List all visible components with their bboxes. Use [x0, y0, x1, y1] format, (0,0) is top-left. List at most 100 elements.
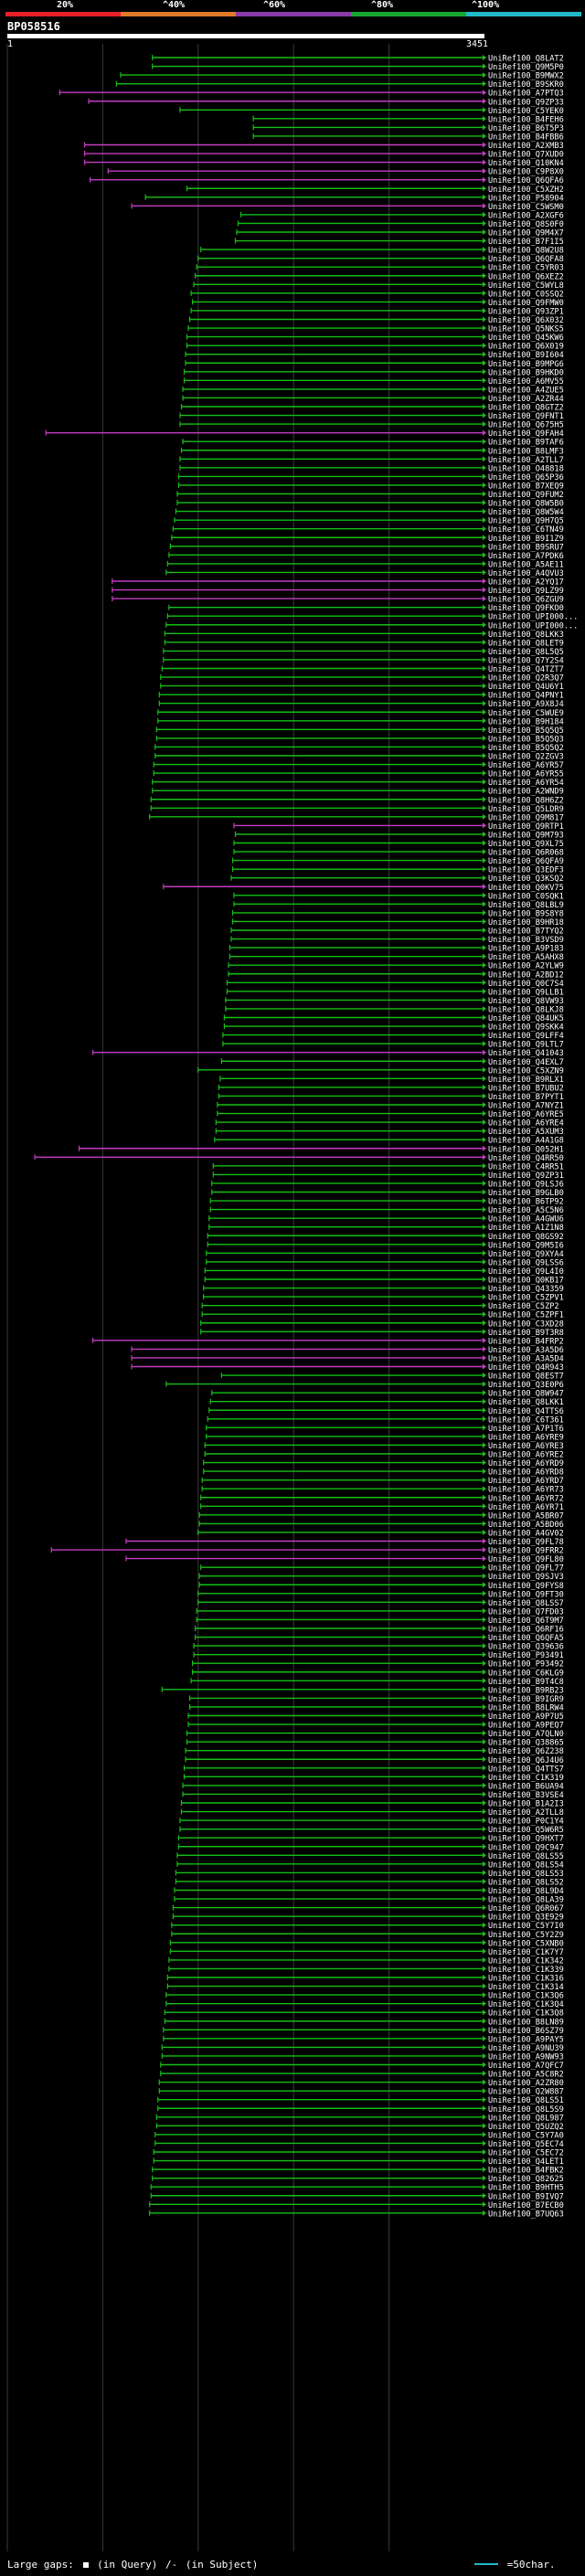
hit-end-arrow — [483, 1948, 486, 1955]
hit-label: UniRef100_Q9M5P0 — [488, 63, 564, 72]
hit-end-arrow — [483, 1651, 486, 1658]
hit-end-arrow — [483, 1329, 486, 1335]
hit-label: UniRef100_O48818 — [488, 464, 564, 473]
hit-label: UniRef100_B3VSD9 — [488, 936, 564, 945]
hit-label: UniRef100_A2ZR44 — [488, 395, 564, 404]
hit-label: UniRef100_Q5EC74 — [488, 2140, 564, 2149]
hit-end-arrow — [483, 2027, 486, 2033]
legend-subject-gap-icon: /- — [165, 2559, 178, 2571]
hit-end-arrow — [483, 1049, 486, 1055]
hit-end-arrow — [483, 2131, 486, 2137]
hit-end-arrow — [483, 2192, 486, 2199]
hit-end-arrow — [483, 1390, 486, 1396]
hit-end-arrow — [483, 1782, 486, 1788]
hit-end-arrow — [483, 2096, 486, 2103]
hit-end-arrow — [483, 1171, 486, 1178]
hit-end-arrow — [483, 1407, 486, 1414]
hit-end-arrow — [483, 1415, 486, 1422]
hit-label: UniRef100_B6UA94 — [488, 1782, 564, 1791]
hit-label: UniRef100_Q9FYS8 — [488, 1582, 564, 1591]
hit-end-arrow — [483, 726, 486, 733]
hit-end-arrow — [483, 1983, 486, 1989]
hit-label: UniRef100_C5WYL8 — [488, 281, 564, 291]
hit-label: UniRef100_Q9FL78 — [488, 1538, 564, 1547]
hit-label: UniRef100_Q9FL77 — [488, 1564, 564, 1574]
hit-end-arrow — [483, 1215, 486, 1222]
legend: Large gaps: (in Query) /- (in Subject) =… — [7, 2559, 579, 2573]
hit-label: UniRef100_A9X8J4 — [488, 700, 564, 709]
legend-scale-line-icon — [473, 2562, 498, 2565]
hit-label: UniRef100_C5ZP2 — [488, 1302, 559, 1311]
hit-end-arrow — [483, 857, 486, 864]
hit-label: UniRef100_Q3E929 — [488, 1913, 564, 1923]
hit-label: UniRef100_B9RB23 — [488, 1686, 564, 1695]
hit-end-arrow — [483, 1162, 486, 1169]
hit-label: UniRef100_Q9LSJ6 — [488, 1180, 564, 1189]
hit-label: UniRef100_B9I1Z9 — [488, 535, 564, 544]
hit-label: UniRef100_B5Q5Q2 — [488, 744, 564, 753]
hit-label: UniRef100_UPI000... — [488, 621, 578, 631]
hit-label: UniRef100_Q5W6R5 — [488, 1826, 564, 1835]
hit-label: UniRef100_A5AE11 — [488, 560, 564, 569]
hit-label: UniRef100_A6YRE9 — [488, 1433, 564, 1442]
hit-label: UniRef100_Q7FD03 — [488, 1607, 564, 1617]
hit-end-arrow — [483, 735, 486, 741]
hit-end-arrow — [483, 717, 486, 724]
hit-end-arrow — [483, 560, 486, 567]
hit-label: UniRef100_P0C1Y4 — [488, 1818, 564, 1827]
hit-end-arrow — [483, 639, 486, 645]
hit-end-arrow — [483, 491, 486, 497]
hit-end-arrow — [483, 1669, 486, 1675]
hit-label: UniRef100_B9H184 — [488, 717, 564, 726]
hit-label: UniRef100_C6T361 — [488, 1415, 564, 1425]
hit-end-arrow — [483, 142, 486, 148]
hit-end-arrow — [483, 2009, 486, 2016]
hit-end-arrow — [483, 1660, 486, 1667]
hit-label: UniRef100_P93491 — [488, 1651, 564, 1660]
hit-end-arrow — [483, 1555, 486, 1562]
hit-end-arrow — [483, 386, 486, 392]
hit-end-arrow — [483, 796, 486, 802]
hit-label: UniRef100_Q9FUM2 — [488, 491, 564, 500]
hit-end-arrow — [483, 535, 486, 541]
hit-end-arrow — [483, 1503, 486, 1510]
hit-end-arrow — [483, 2035, 486, 2041]
hit-label: UniRef100_Q8LKJ8 — [488, 1005, 564, 1014]
hit-end-arrow — [483, 1931, 486, 1937]
hit-end-arrow — [483, 692, 486, 698]
hit-end-arrow — [483, 813, 486, 820]
hit-label: UniRef100_Q6X019 — [488, 343, 564, 352]
hit-label: UniRef100_Q4LET1 — [488, 2157, 564, 2167]
hit-label: UniRef100_Q9FT30 — [488, 1590, 564, 1599]
hit-end-arrow — [483, 1538, 486, 1544]
hit-label: UniRef100_Q9LTL7 — [488, 1041, 564, 1050]
hit-end-arrow — [483, 482, 486, 488]
hit-end-arrow — [483, 709, 486, 716]
hit-label: UniRef100_Q9M5I6 — [488, 1241, 564, 1250]
hit-label: UniRef100_C5ZPF1 — [488, 1311, 564, 1320]
hit-label: UniRef100_B7F1I5 — [488, 238, 564, 247]
hit-label: UniRef100_Q9FKO0 — [488, 604, 564, 613]
hit-end-arrow — [483, 1119, 486, 1126]
hit-end-arrow — [483, 1277, 486, 1282]
hit-label: UniRef100_B9T4C8 — [488, 1678, 564, 1687]
hit-label: UniRef100_Q4EXL7 — [488, 1058, 564, 1067]
hit-end-arrow — [483, 1617, 486, 1623]
hit-label: UniRef100_Q9LSS6 — [488, 1258, 564, 1267]
hit-label: UniRef100_Q5LDR9 — [488, 805, 564, 814]
hit-label: UniRef100_Q4TTS6 — [488, 1407, 564, 1416]
hit-end-arrow — [483, 840, 486, 846]
hit-end-arrow — [483, 2044, 486, 2051]
hit-end-arrow — [483, 412, 486, 419]
hit-label: UniRef100_C5YR03 — [488, 264, 564, 273]
hit-end-arrow — [483, 1451, 486, 1457]
hit-label: UniRef100_C1K319 — [488, 1774, 564, 1783]
hit-end-arrow — [483, 884, 486, 890]
hit-end-arrow — [483, 2140, 486, 2147]
hit-end-arrow — [483, 194, 486, 200]
hit-end-arrow — [483, 90, 486, 96]
hit-end-arrow — [483, 1058, 486, 1065]
hit-end-arrow — [483, 1093, 486, 1099]
hit-label: UniRef100_A6YRD9 — [488, 1459, 564, 1468]
hit-end-arrow — [483, 360, 486, 366]
